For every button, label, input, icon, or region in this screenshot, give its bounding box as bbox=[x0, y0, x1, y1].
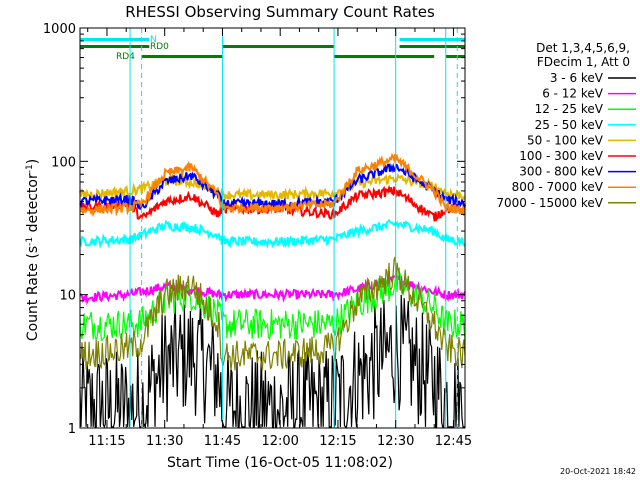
legend-header-line-1: Det 1,3,4,5,6,9, bbox=[536, 41, 630, 55]
flag-label-n: N bbox=[150, 35, 157, 45]
y-tick-label-3: 1000 bbox=[43, 22, 76, 37]
y-axis-label-sup2: -1 bbox=[25, 164, 35, 173]
legend-label-5: 100 - 300 keV bbox=[519, 149, 603, 163]
timestamp: 20-Oct-2021 18:42 bbox=[560, 467, 636, 476]
x-axis-label: Start Time (16-Oct-05 11:08:02) bbox=[167, 455, 393, 471]
legend-label-3: 25 - 50 keV bbox=[535, 118, 604, 132]
flag-label-rd0: RD0 bbox=[150, 42, 169, 52]
series-line-3 bbox=[79, 218, 466, 250]
flag-bar-rd0-0 bbox=[80, 45, 150, 48]
flag-bar-n-0 bbox=[80, 38, 150, 41]
series-line-0 bbox=[79, 294, 465, 429]
series-layer bbox=[79, 152, 466, 429]
x-tick-label-2: 11:45 bbox=[204, 434, 241, 449]
x-tick-label-6: 12:45 bbox=[435, 434, 472, 449]
plot-frame bbox=[79, 27, 466, 429]
legend-label-7: 800 - 7000 keV bbox=[512, 180, 604, 194]
y-tick-label-2: 100 bbox=[51, 155, 76, 170]
x-tick-label-1: 11:30 bbox=[146, 434, 183, 449]
legend-label-8: 7000 - 15000 keV bbox=[496, 196, 603, 210]
flag-bar-rd0-2 bbox=[399, 45, 465, 48]
flag-bar-rd4-1 bbox=[334, 55, 435, 58]
flag-bar-n-1 bbox=[399, 38, 465, 41]
y-tick-label-0: 1 bbox=[68, 422, 76, 437]
series-line-8 bbox=[79, 256, 466, 371]
chart-title: RHESSI Observing Summary Count Rates bbox=[125, 3, 435, 21]
legend-header-line-2: FDecim 1, Att 0 bbox=[537, 55, 630, 69]
y-axis-ticks: 1 10 100 1000 bbox=[43, 22, 465, 437]
legend-label-6: 300 - 800 keV bbox=[519, 165, 603, 179]
x-tick-label-0: 11:15 bbox=[88, 434, 125, 449]
y-axis-label: Count Rate (s-1 detector-1) bbox=[25, 159, 41, 341]
y-axis-label-sup1: -1 bbox=[25, 237, 35, 246]
x-tick-label-4: 12:15 bbox=[319, 434, 356, 449]
y-axis-label-end: ) bbox=[25, 159, 41, 164]
x-tick-label-5: 12:30 bbox=[377, 434, 414, 449]
legend-label-0: 3 - 6 keV bbox=[550, 71, 604, 85]
series-line-4 bbox=[79, 172, 466, 202]
x-tick-label-3: 12:00 bbox=[261, 434, 298, 449]
flag-label-rd4: RD4 bbox=[116, 52, 135, 62]
series-line-7 bbox=[79, 152, 466, 218]
y-tick-label-1: 10 bbox=[59, 289, 76, 304]
legend-label-2: 12 - 25 keV bbox=[535, 102, 604, 116]
flag-bar-rd4-0 bbox=[141, 55, 223, 58]
legend-label-1: 6 - 12 keV bbox=[542, 87, 604, 101]
flag-bar-rd0-1 bbox=[222, 45, 335, 48]
y-axis-label-main: Count Rate (s bbox=[25, 246, 41, 341]
series-line-6 bbox=[79, 162, 466, 212]
flag-bar-rd4-2 bbox=[445, 55, 465, 58]
x-axis-ticks: 11:15 11:30 11:45 12:00 12:15 12:30 12:45 bbox=[87, 28, 472, 449]
legend-label-4: 50 - 100 keV bbox=[527, 133, 604, 147]
y-axis-label-mid: detector bbox=[25, 173, 41, 237]
